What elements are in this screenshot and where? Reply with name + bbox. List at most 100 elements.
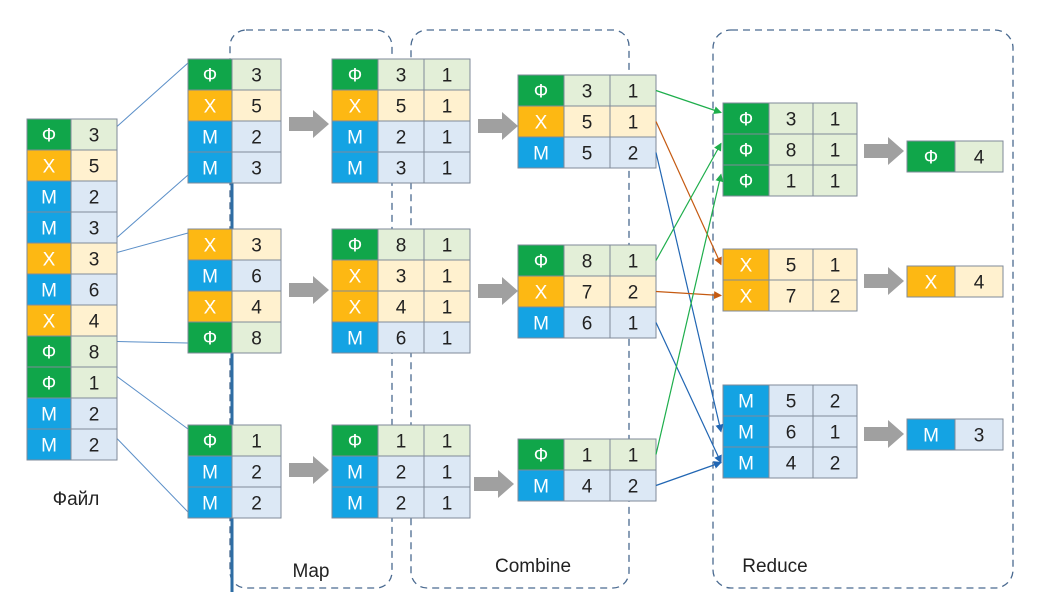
table-row: Ф 8 1 — [722, 133, 858, 166]
key-cell — [331, 89, 379, 122]
table-row: М 4 2 — [517, 469, 657, 502]
key-text: Х — [349, 298, 362, 319]
value-text: 1 — [442, 463, 453, 484]
key-text: Ф — [739, 110, 753, 131]
value-cell — [609, 306, 657, 339]
value-cell — [377, 455, 425, 488]
table-row: Ф 8 1 — [331, 228, 471, 261]
key-cell — [331, 120, 379, 153]
key-cell — [331, 259, 379, 292]
stage-arrow — [478, 112, 518, 140]
file-label: Файл — [53, 489, 100, 510]
stage-arrow — [864, 137, 904, 165]
value-cell — [609, 469, 657, 502]
grouped-table-1: Ф 3 1 Ф 8 1 Ф 1 1 — [722, 102, 858, 197]
key-cell — [187, 89, 233, 122]
grouped-table-3: М 5 2 М 6 1 М 4 2 — [722, 384, 858, 479]
value-text: 2 — [89, 188, 100, 209]
shuffle-route-M — [655, 461, 722, 487]
value-text: 6 — [786, 423, 797, 444]
value-cell — [609, 275, 657, 308]
shuffle-route-X — [655, 290, 722, 300]
shuffle-routes — [655, 89, 724, 487]
value-cell — [609, 105, 657, 138]
value-text: 2 — [628, 144, 639, 165]
key-text: М — [41, 188, 57, 209]
value-cell — [70, 273, 118, 306]
value-text: 3 — [89, 126, 100, 147]
value-cell — [377, 259, 425, 292]
key-cell — [722, 384, 770, 417]
value-text: 5 — [582, 113, 593, 134]
combined-table-1: Ф 3 1 Х 5 1 М 5 2 — [517, 74, 657, 169]
value-text: 5 — [582, 144, 593, 165]
shuffle-route-M — [655, 322, 722, 464]
value-cell — [70, 304, 118, 337]
value-text: 3 — [89, 219, 100, 240]
key-text: Х — [204, 236, 217, 257]
value-text: 1 — [628, 446, 639, 467]
value-cell — [768, 279, 814, 312]
value-cell — [812, 446, 858, 479]
stage-arrow — [289, 110, 329, 138]
value-text: 3 — [396, 267, 407, 288]
value-cell — [609, 74, 657, 107]
table-row: Х 5 1 — [331, 89, 471, 122]
split-table-1: Ф 3Х 5М 2М 3 — [187, 58, 282, 184]
value-cell — [70, 397, 118, 430]
key-text: Ф — [203, 329, 217, 350]
key-cell — [26, 118, 72, 151]
value-text: 1 — [442, 66, 453, 87]
table-row: Ф 3 1 — [331, 58, 471, 91]
stage-arrow — [474, 470, 514, 498]
key-text: Х — [535, 113, 548, 134]
value-text: 3 — [786, 110, 797, 131]
key-cell — [187, 228, 233, 261]
value-text: 2 — [830, 454, 841, 475]
value-text: 1 — [830, 423, 841, 444]
file-split-line — [116, 62, 189, 127]
key-cell — [722, 164, 770, 197]
value-cell — [812, 248, 858, 281]
key-cell — [26, 180, 72, 213]
value-cell — [563, 74, 611, 107]
value-cell — [812, 102, 858, 135]
shuffle-route-X — [655, 121, 722, 266]
key-cell — [517, 74, 565, 107]
value-text: 1 — [442, 494, 453, 515]
value-cell — [231, 259, 282, 292]
value-text: 1 — [786, 172, 797, 193]
key-text: Ф — [42, 343, 56, 364]
map-phase-box — [229, 29, 393, 589]
key-text: М — [923, 426, 939, 447]
value-text: 3 — [582, 82, 593, 103]
mapped-table-1: Ф 3 1 Х 5 1 М 2 1 М 3 1 — [331, 58, 471, 184]
combined-table-2: Ф 8 1 Х 7 2 М 6 1 — [517, 244, 657, 339]
key-cell — [906, 418, 956, 451]
value-text: 1 — [442, 267, 453, 288]
value-text: 8 — [89, 343, 100, 364]
table-row: М 5 2 — [722, 384, 858, 417]
table-row: Ф 3 1 — [722, 102, 858, 135]
key-text: М — [41, 219, 57, 240]
value-text: 3 — [89, 250, 100, 271]
value-text: 1 — [442, 128, 453, 149]
key-cell — [26, 366, 72, 399]
value-text: 8 — [251, 329, 262, 350]
key-cell — [26, 211, 72, 244]
key-cell — [26, 428, 72, 461]
value-text: 2 — [396, 463, 407, 484]
value-cell — [70, 335, 118, 368]
key-text: М — [202, 494, 218, 515]
key-text: Ф — [42, 374, 56, 395]
file-split-line — [116, 341, 189, 344]
